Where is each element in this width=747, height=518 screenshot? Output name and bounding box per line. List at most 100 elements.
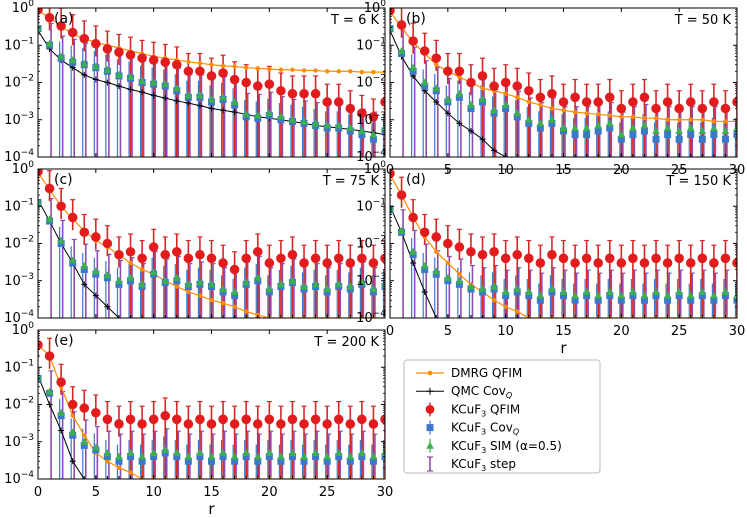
qfim-point (160, 57, 171, 68)
plot-area (38, 330, 385, 479)
qfim-point (310, 253, 321, 264)
qfim-point (558, 253, 569, 264)
cov-point (150, 453, 158, 461)
dmrg-point (676, 117, 682, 122)
cov-point (583, 292, 591, 300)
qmc-point (479, 315, 486, 318)
qfim-point (489, 81, 499, 91)
qmc-point (699, 154, 706, 157)
sim-point (571, 124, 579, 132)
qfim-point (160, 249, 171, 260)
x-tick-label: 0 (386, 324, 394, 339)
qfim-point (685, 97, 696, 107)
dmrg-point (128, 260, 133, 266)
qfim-point (396, 190, 407, 200)
qfim-point (477, 249, 488, 260)
qfim-point (628, 253, 638, 264)
y-tick-label: 10−1 (4, 197, 34, 214)
cov-point (346, 457, 354, 465)
sim-point (698, 287, 707, 295)
sim-point (501, 287, 510, 295)
qmc-point (491, 147, 498, 154)
plot-area (38, 8, 385, 157)
qfim-point (252, 246, 263, 257)
dmrg-point (197, 293, 203, 298)
sim-point (242, 278, 250, 286)
sim-point (207, 95, 216, 103)
qfim-point (287, 88, 298, 99)
legend-label-rest: step (486, 457, 516, 471)
dmrg-point (371, 69, 376, 75)
qfim-point (102, 44, 113, 54)
sim-point (617, 291, 626, 299)
qmc-point (115, 476, 122, 479)
qmc-point (220, 107, 227, 114)
plot-area (390, 169, 737, 318)
sim-point (594, 121, 602, 129)
sim-point (605, 287, 614, 295)
x-tick-label: 30 (377, 485, 394, 500)
qmc-point (69, 458, 76, 465)
dmrg-point (278, 67, 284, 72)
dmrg-point (434, 62, 439, 67)
sim-point (300, 282, 308, 290)
y-tick-exponent: −1 (21, 197, 34, 207)
qfim-point (206, 419, 217, 429)
qmc-point (595, 154, 602, 157)
cov-point (196, 453, 204, 461)
cov-point (358, 131, 366, 139)
qmc-point (46, 401, 53, 408)
qfim-point (523, 85, 534, 96)
qfim-point (56, 377, 66, 387)
sim-point (663, 291, 672, 299)
cov-point (710, 131, 718, 139)
sim-point (242, 110, 250, 118)
y-tick-exponent: −3 (21, 433, 34, 443)
qfim-point (322, 97, 332, 107)
x-tick-label: 5 (444, 324, 452, 339)
qfim-point (345, 419, 356, 429)
sim-point (57, 408, 65, 416)
y-tick-label: 10−1 (4, 36, 34, 53)
qfim-point (137, 53, 147, 63)
sim-point (149, 448, 158, 456)
dmrg-point (324, 69, 330, 74)
sim-point (358, 126, 366, 134)
x-tick-label: 15 (555, 324, 572, 339)
y-tick-label: 100 (12, 321, 35, 338)
dmrg-point (267, 66, 272, 72)
qfim-point (172, 414, 182, 425)
sim-point (57, 236, 65, 244)
sim-point (358, 448, 366, 456)
qmc-point (664, 315, 671, 318)
sim-point (369, 452, 378, 460)
qfim-point (697, 103, 708, 114)
qfim-point (454, 66, 465, 77)
dmrg-point (642, 116, 647, 121)
qfim-point (264, 414, 275, 425)
cov-point (710, 296, 718, 304)
sim-point (38, 198, 42, 206)
y-tick-exponent: −1 (21, 358, 34, 368)
qmc-point (548, 315, 555, 318)
dmrg-point (526, 99, 531, 105)
dmrg-point (313, 68, 318, 73)
qfim-point (56, 21, 66, 31)
qfim-point (523, 253, 534, 264)
qmc-point (139, 89, 146, 96)
cov-point (617, 296, 625, 304)
sim-point (409, 247, 417, 255)
qmc-point (243, 476, 250, 479)
qmc-point (514, 315, 521, 318)
y-tick-exponent: −2 (21, 235, 34, 245)
sim-point (57, 52, 65, 60)
y-tick-exponent: −4 (21, 470, 35, 480)
y-tick-label: 10−2 (356, 235, 386, 252)
sim-point (45, 39, 54, 47)
y-tick-exponent: 0 (380, 0, 386, 9)
sim-point (397, 47, 406, 55)
qmc-point (572, 315, 579, 318)
qfim-point (662, 97, 673, 107)
